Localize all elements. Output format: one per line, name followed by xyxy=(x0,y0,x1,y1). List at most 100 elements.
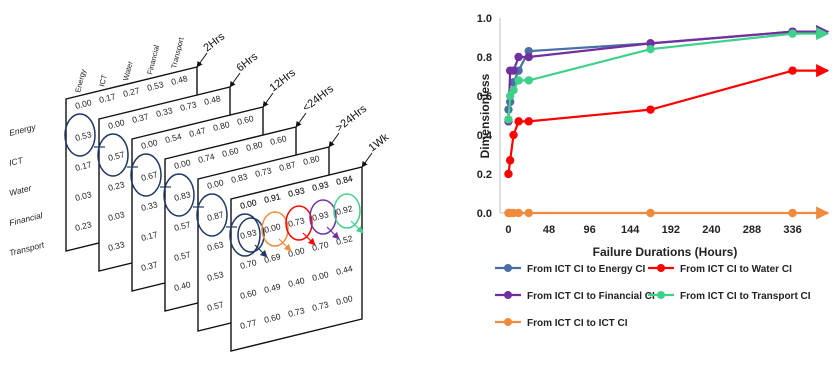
series xyxy=(504,26,830,124)
line-chart: 0.0 0.2 0.4 0.6 0.8 1.0 0 48 96 144 192 240 288 336 Fa… xyxy=(477,13,830,329)
cell-value: 0.73 xyxy=(287,305,306,319)
cell-value: 0.48 xyxy=(203,93,222,107)
x-tick-label: 96 xyxy=(584,224,596,236)
cell-value: 0.57 xyxy=(173,219,192,233)
series xyxy=(504,25,830,126)
data-point xyxy=(514,208,523,218)
data-point xyxy=(504,169,513,179)
cell-value: 0.73 xyxy=(254,165,273,179)
x-tick-label: 288 xyxy=(743,224,761,236)
legend-swatch-marker xyxy=(504,264,512,272)
cell-value: 0.00 xyxy=(107,117,126,131)
legend-swatch-marker xyxy=(657,264,665,272)
data-point xyxy=(505,156,515,165)
cell-value: 0.80 xyxy=(302,153,321,167)
data-point xyxy=(646,39,655,48)
legend-label: From ICT CI to Financial CI xyxy=(527,291,655,302)
data-point xyxy=(788,208,797,218)
cell-value: 0.70 xyxy=(239,257,258,271)
layer-plane xyxy=(230,166,363,352)
cell-value: 0.27 xyxy=(122,85,141,99)
cell-value: 0.80 xyxy=(245,139,264,153)
y-tick-label: 0.0 xyxy=(477,208,492,220)
cell-value: 0.00 xyxy=(239,197,258,211)
y-tick-label: 0.8 xyxy=(477,52,492,64)
series xyxy=(504,206,830,220)
data-point xyxy=(509,130,518,140)
highlight-ellipse xyxy=(163,173,195,217)
layer-label-leader xyxy=(361,152,373,168)
cell-value: 0.93 xyxy=(287,185,306,199)
cell-value: 0.52 xyxy=(335,233,354,247)
data-point xyxy=(524,208,533,218)
layer-label: 6Hrs xyxy=(234,50,260,74)
highlight-ellipse xyxy=(285,205,313,241)
legend-item: From ICT CI to ICT CI xyxy=(495,318,628,329)
y-axis-title: Dimensionless xyxy=(478,73,492,158)
legend-item: From ICT CI to Transport CI xyxy=(648,291,811,302)
cell-value: 0.63 xyxy=(206,239,225,253)
cell-value: 0.53 xyxy=(146,79,165,93)
cell-value: 0.53 xyxy=(206,269,225,283)
x-tick-label: 0 xyxy=(505,224,511,236)
data-point xyxy=(788,66,797,75)
cell-value: 0.73 xyxy=(311,299,330,313)
row-label: Financial xyxy=(8,210,45,228)
highlight-ellipse xyxy=(130,153,162,197)
cell-value: 0.84 xyxy=(335,173,354,187)
cell-value: 0.17 xyxy=(74,159,93,173)
legend-label: From ICT CI to Water CI xyxy=(680,264,792,275)
cell-value: 0.60 xyxy=(221,145,240,159)
cell-value: 0.93 xyxy=(239,227,258,241)
layer-label-leader xyxy=(196,52,208,68)
row-label: Water xyxy=(8,183,33,198)
data-point xyxy=(524,46,533,56)
cell-value: 0.87 xyxy=(278,159,297,173)
highlight-ellipse xyxy=(333,193,361,229)
column-label: Transport xyxy=(169,36,186,70)
layer-label: 1Wk xyxy=(366,131,391,154)
row-label: Transport xyxy=(8,239,46,258)
legend-label: From ICT CI to Transport CI xyxy=(680,291,811,302)
highlight-ellipse xyxy=(196,193,228,237)
cell-value: 0.40 xyxy=(287,275,306,289)
cell-value: 0.44 xyxy=(335,263,354,277)
y-tick-label: 1.0 xyxy=(477,13,492,25)
cell-value: 0.83 xyxy=(173,189,192,203)
cell-value: 0.93 xyxy=(311,179,330,193)
arrow xyxy=(350,220,364,234)
column-label: ICT xyxy=(97,73,109,87)
layer-label: 2Hrs xyxy=(201,30,227,54)
cell-value: 0.03 xyxy=(107,209,126,223)
cell-value: 0.17 xyxy=(140,229,159,243)
legend-swatch-marker xyxy=(504,291,512,299)
cell-value: 0.53 xyxy=(74,129,93,143)
highlight-ellipse xyxy=(64,113,96,157)
data-point xyxy=(788,29,797,38)
front-matrix: 0.00 0.91 0.93 0.93 0.84 0.93 0.00 0.73 0.93 0.92… xyxy=(237,173,364,331)
data-point xyxy=(646,208,655,218)
column-label: Financial xyxy=(145,44,161,76)
cell-value: 0.57 xyxy=(206,299,225,313)
layer-label-leader xyxy=(295,112,307,128)
cell-value: 0.49 xyxy=(263,281,282,295)
legend-item: From ICT CI to Financial CI xyxy=(495,291,655,302)
cell-value: 0.00 xyxy=(335,293,354,307)
cell-value: 0.57 xyxy=(107,149,126,163)
layer-label: >24Hrs xyxy=(333,103,369,135)
cell-value: 0.03 xyxy=(74,189,93,203)
highlight-ellipse xyxy=(97,133,129,177)
cell-value: 0.91 xyxy=(263,191,282,205)
cell-value: 0.00 xyxy=(140,137,159,151)
cell-value: 0.74 xyxy=(197,151,216,165)
data-point xyxy=(646,45,655,54)
data-point xyxy=(514,117,523,126)
y-tick-label: 0.6 xyxy=(477,91,492,103)
legend-item: From ICT CI to Water CI xyxy=(648,264,792,275)
cell-value: 0.37 xyxy=(140,259,159,273)
cell-value: 0.37 xyxy=(131,111,150,125)
legend-label: From ICT CI to Energy CI xyxy=(527,264,646,275)
data-point xyxy=(504,115,513,124)
data-point xyxy=(524,52,533,62)
